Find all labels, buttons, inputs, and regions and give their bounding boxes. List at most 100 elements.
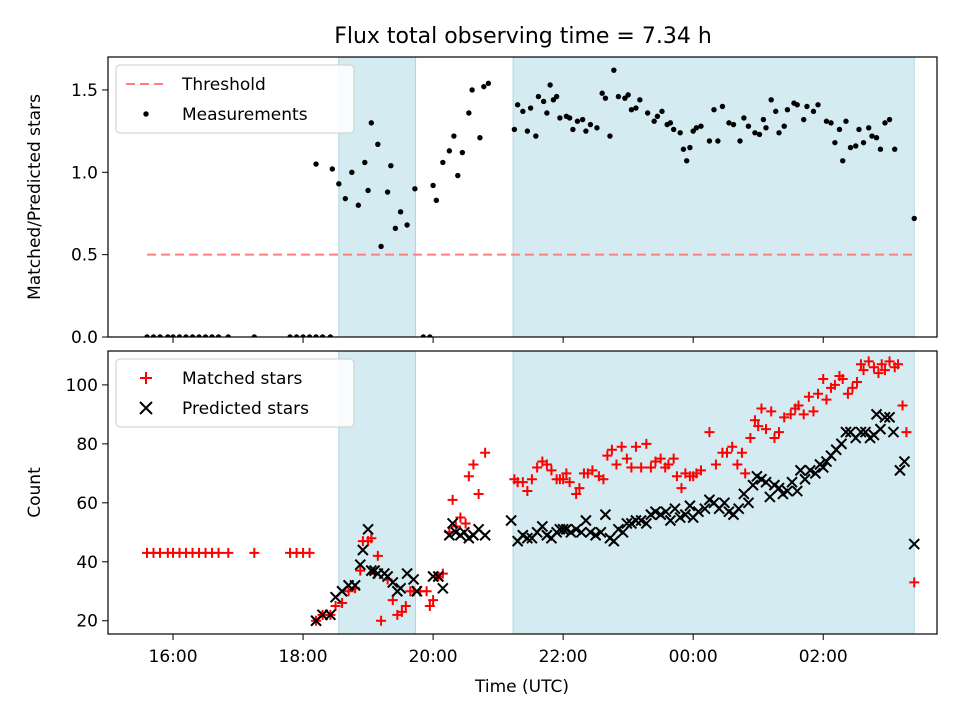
data-point bbox=[580, 514, 592, 527]
data-point bbox=[595, 526, 607, 539]
data-point bbox=[737, 138, 743, 144]
data-point bbox=[330, 600, 341, 611]
data-point bbox=[873, 368, 884, 379]
data-point bbox=[571, 488, 582, 499]
data-point bbox=[223, 547, 234, 558]
data-point bbox=[749, 415, 760, 426]
data-point bbox=[669, 503, 681, 515]
x-tick-label: 20:00 bbox=[409, 647, 458, 667]
data-point bbox=[564, 477, 575, 488]
data-point bbox=[745, 123, 752, 129]
data-point bbox=[599, 90, 605, 96]
data-point bbox=[791, 485, 803, 497]
data-point bbox=[752, 130, 758, 136]
data-point bbox=[863, 356, 874, 367]
legend-label: Matched stars bbox=[182, 369, 302, 389]
data-point bbox=[372, 550, 383, 561]
data-point bbox=[355, 565, 366, 576]
data-point bbox=[473, 488, 484, 499]
data-point bbox=[628, 107, 635, 113]
data-point bbox=[430, 182, 436, 189]
data-point bbox=[764, 491, 776, 503]
data-point bbox=[679, 508, 692, 521]
y-tick-label: 100 bbox=[66, 376, 98, 396]
data-point bbox=[823, 118, 830, 124]
data-point bbox=[215, 334, 222, 337]
data-point bbox=[583, 128, 589, 134]
data-point bbox=[176, 334, 183, 337]
data-point bbox=[469, 87, 475, 93]
x-tick-label: 02:00 bbox=[799, 647, 848, 667]
data-point bbox=[641, 438, 652, 449]
data-point bbox=[776, 130, 782, 136]
data-point bbox=[183, 334, 189, 337]
data-point bbox=[602, 95, 609, 101]
data-point bbox=[468, 459, 479, 470]
y-tick-label: 60 bbox=[76, 494, 98, 514]
data-point bbox=[251, 334, 257, 337]
data-point bbox=[150, 334, 157, 337]
data-point bbox=[526, 474, 537, 485]
data-point bbox=[630, 514, 642, 527]
data-point bbox=[617, 526, 629, 539]
data-point bbox=[873, 135, 880, 141]
data-point bbox=[329, 166, 336, 172]
data-point bbox=[747, 479, 759, 491]
data-point bbox=[853, 143, 859, 149]
plot-area bbox=[144, 67, 917, 337]
data-point bbox=[732, 503, 745, 515]
data-point bbox=[736, 447, 747, 458]
data-point bbox=[540, 98, 547, 105]
data-point bbox=[821, 394, 832, 405]
legend-label: Measurements bbox=[182, 105, 308, 125]
data-point bbox=[514, 102, 521, 108]
data-point bbox=[622, 95, 628, 101]
data-point bbox=[745, 432, 756, 443]
data-point bbox=[411, 585, 423, 597]
data-point bbox=[756, 403, 767, 414]
data-point bbox=[843, 118, 849, 124]
data-point bbox=[479, 529, 491, 541]
data-point bbox=[660, 505, 672, 518]
y-tick-label: 0.0 bbox=[71, 328, 98, 348]
data-point bbox=[692, 505, 705, 518]
data-point bbox=[202, 334, 209, 337]
data-point bbox=[640, 517, 653, 530]
data-point bbox=[894, 464, 906, 477]
data-point bbox=[394, 582, 407, 595]
data-point bbox=[815, 102, 821, 108]
data-point bbox=[650, 456, 661, 467]
data-point bbox=[818, 374, 829, 385]
data-point bbox=[480, 447, 491, 458]
data-point bbox=[730, 121, 737, 128]
data-point bbox=[855, 426, 867, 438]
data-point bbox=[300, 334, 306, 337]
data-point bbox=[911, 215, 917, 222]
data-point bbox=[671, 471, 682, 482]
data-point bbox=[808, 406, 819, 417]
legend-label: Predicted stars bbox=[182, 399, 309, 419]
data-point bbox=[535, 93, 542, 100]
data-point bbox=[606, 444, 617, 455]
data-point bbox=[433, 197, 440, 203]
data-point bbox=[654, 113, 661, 119]
data-point bbox=[587, 121, 594, 128]
data-point bbox=[760, 116, 767, 123]
data-point bbox=[874, 423, 887, 435]
data-point bbox=[635, 514, 647, 527]
y-tick-label: 40 bbox=[76, 553, 98, 573]
data-point bbox=[879, 365, 890, 376]
data-point bbox=[443, 529, 456, 541]
data-point bbox=[575, 526, 588, 539]
data-point bbox=[668, 453, 679, 464]
data-point bbox=[779, 412, 790, 423]
data-point bbox=[293, 334, 300, 337]
data-point bbox=[327, 334, 334, 337]
data-point bbox=[753, 421, 764, 432]
data-point bbox=[804, 103, 810, 110]
data-point bbox=[704, 427, 715, 438]
data-point bbox=[781, 123, 787, 129]
data-point bbox=[698, 123, 704, 129]
data-point bbox=[357, 544, 369, 556]
ratio-panel: 0.0 0.5 1.0 1.5 Matched/Predicted stars Thres… bbox=[25, 56, 938, 348]
